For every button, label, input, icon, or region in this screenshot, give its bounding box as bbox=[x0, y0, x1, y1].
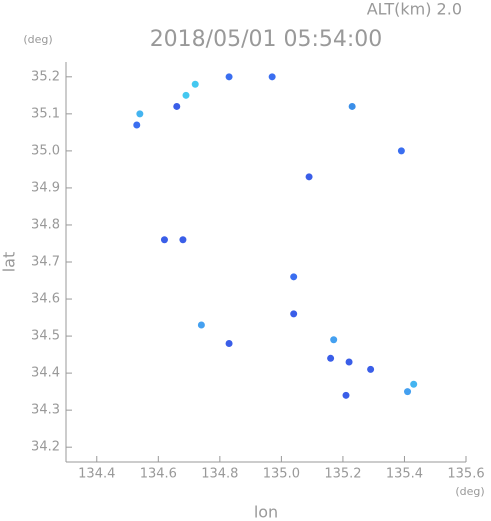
y-tick-label: 35.2 bbox=[31, 69, 60, 84]
echo bbox=[225, 73, 233, 81]
echo bbox=[342, 391, 350, 399]
x-axis-label: lon bbox=[254, 503, 278, 521]
altitude: ALT(km) 2.0 bbox=[367, 0, 462, 19]
y-tick-label: 34.4 bbox=[31, 366, 60, 381]
echo bbox=[404, 388, 412, 396]
y-tick-label: 34.6 bbox=[31, 292, 60, 307]
x-tick-label: 135.4 bbox=[386, 467, 423, 482]
x-tick-label: 134.8 bbox=[201, 467, 238, 482]
x-tick-label: 135.6 bbox=[447, 467, 484, 482]
echo bbox=[290, 273, 298, 281]
y-unit: (deg) bbox=[23, 33, 52, 46]
y-tick-label: 34.2 bbox=[31, 440, 60, 455]
echo bbox=[133, 121, 141, 129]
x-tick-label: 135.0 bbox=[263, 467, 300, 482]
y-tick-label: 34.8 bbox=[31, 217, 60, 232]
echo bbox=[327, 354, 335, 362]
echo bbox=[197, 321, 205, 329]
y-tick-label: 35.1 bbox=[31, 106, 60, 121]
echo bbox=[173, 102, 181, 110]
y-tick-label: 34.7 bbox=[31, 255, 60, 270]
x-unit: (deg) bbox=[455, 485, 484, 498]
x-tick-label: 134.4 bbox=[78, 467, 115, 482]
y-tick-label: 34.5 bbox=[31, 329, 60, 344]
echo bbox=[348, 102, 356, 110]
y-tick-label: 34.9 bbox=[31, 180, 60, 195]
echo bbox=[397, 147, 405, 155]
echo bbox=[136, 110, 144, 118]
echo bbox=[345, 358, 353, 366]
echo bbox=[160, 236, 168, 244]
echo bbox=[290, 310, 298, 318]
chart-title: 2018/05/01 05:54:00 bbox=[150, 27, 383, 52]
echo bbox=[367, 365, 375, 373]
echo bbox=[191, 80, 199, 88]
echo bbox=[182, 91, 190, 99]
echo bbox=[305, 173, 313, 181]
echo bbox=[225, 339, 233, 347]
y-axis-label: lat bbox=[0, 252, 19, 273]
echo bbox=[330, 336, 338, 344]
echo bbox=[410, 380, 418, 388]
echo bbox=[268, 73, 276, 81]
y-tick-label: 35.0 bbox=[31, 143, 60, 158]
y-tick-label: 34.3 bbox=[31, 403, 60, 418]
x-tick-label: 135.2 bbox=[324, 467, 361, 482]
x-tick-label: 134.6 bbox=[140, 467, 177, 482]
echo bbox=[179, 236, 187, 244]
